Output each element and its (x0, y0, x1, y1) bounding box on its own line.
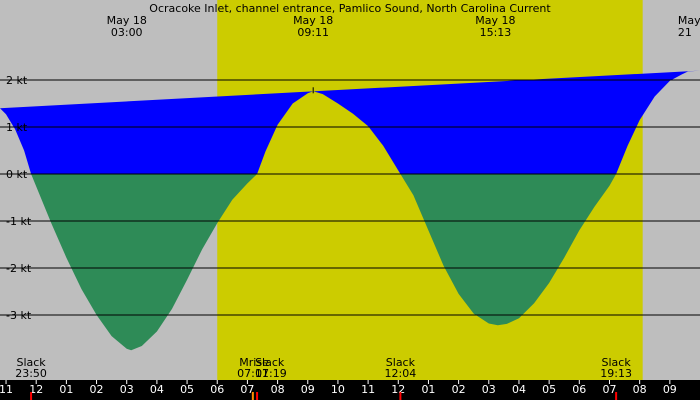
hour-tick-label: 06 (572, 383, 586, 396)
y-tick-label: 1 kt (6, 121, 28, 134)
event-marker (30, 392, 33, 400)
hour-tick-label: 06 (210, 383, 224, 396)
current-areas (0, 70, 700, 351)
hour-tick-label: 12 (29, 383, 43, 396)
event-time-label: 12:04 (385, 367, 417, 380)
peak-date-label: May 18 (475, 14, 515, 27)
hour-tick-label: 12 (391, 383, 405, 396)
hour-tick-label: 10 (331, 383, 345, 396)
hour-tick-label: 07 (602, 383, 616, 396)
hour-tick-label: 08 (633, 383, 647, 396)
hour-tick-label: 04 (512, 383, 526, 396)
y-tick-label: -3 kt (6, 309, 32, 322)
y-tick-label: 0 kt (6, 168, 28, 181)
hour-tick-label: 11 (361, 383, 375, 396)
event-name-label: Slack (255, 356, 285, 369)
event-marker (256, 392, 259, 400)
hour-tick-label: 09 (663, 383, 677, 396)
event-marker (399, 392, 402, 400)
hour-tick-label: 01 (59, 383, 73, 396)
flood-area (0, 70, 700, 174)
event-time-label: 23:50 (15, 367, 47, 380)
event-time-label: 07:11 (237, 367, 269, 380)
y-tick-label: 2 kt (6, 74, 28, 87)
gridlines (0, 79, 700, 316)
event-name-label: Slack (602, 356, 632, 369)
hour-tick-label: 09 (301, 383, 315, 396)
event-marker (251, 392, 254, 400)
event-labels: Slack23:50Mrise07:11Slack07:19Slack12:04… (15, 356, 632, 380)
hour-tick-label: 03 (482, 383, 496, 396)
peak-date-label: May 18 (293, 14, 333, 27)
peak-date-label: May (678, 14, 700, 27)
event-name-label: Slack (386, 356, 416, 369)
hour-tick-label: 05 (542, 383, 556, 396)
hour-tick-label: 03 (120, 383, 134, 396)
y-tick-label: -1 kt (6, 215, 32, 228)
event-name-label: Mrise (239, 356, 269, 369)
hour-tick-label: 05 (180, 383, 194, 396)
peak-time-label: 09:11 (297, 26, 329, 39)
peak-date-label: May 18 (107, 14, 147, 27)
hour-tick-label: 02 (90, 383, 104, 396)
y-tick-label: -2 kt (6, 262, 32, 275)
hour-tick-label: 11 (0, 383, 13, 396)
peak-time-label: 03:00 (111, 26, 143, 39)
event-time-label: 19:13 (600, 367, 632, 380)
event-time-label: 07:19 (255, 367, 287, 380)
ebb-area (31, 174, 617, 351)
hour-tick-label: 02 (452, 383, 466, 396)
hour-tick-label: 07 (240, 383, 254, 396)
peak-time-label: 15:13 (480, 26, 512, 39)
event-marker (615, 392, 618, 400)
hour-tick-label: 04 (150, 383, 164, 396)
y-tick-labels: 2 kt 1 kt 0 kt -1 kt -2 kt -3 kt (6, 74, 32, 322)
hour-tick-label: 01 (421, 383, 435, 396)
hour-tick-label: 08 (271, 383, 285, 396)
peak-time-label: 21 (678, 26, 692, 39)
time-axis-bar (0, 380, 700, 400)
hour-tick-labels: 11 12 01 02 03 04 05 06 07 08 09 10 11 12 01 02 03 04 05 06… (0, 380, 677, 400)
event-name-label: Slack (16, 356, 46, 369)
chart-title: Ocracoke Inlet, channel entrance, Pamlic… (149, 2, 551, 15)
